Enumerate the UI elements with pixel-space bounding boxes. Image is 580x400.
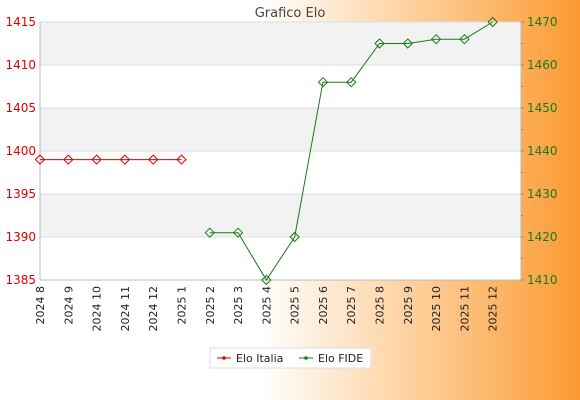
- legend-marker-elo-italia: [222, 356, 226, 360]
- series-elo-italia: [34, 154, 187, 165]
- x-tick-label: 2024 10: [91, 286, 104, 332]
- series-elo-fide: [204, 16, 498, 286]
- data-point-elo-fide: [289, 231, 300, 243]
- legend-label-elo-italia: Elo Italia: [236, 352, 283, 365]
- x-tick-label: 2024 12: [147, 286, 160, 332]
- data-point-elo-fide: [232, 227, 244, 238]
- x-tick-label: 2025 3: [232, 286, 245, 325]
- x-tick-label: 2025 2: [204, 286, 217, 325]
- data-point-elo-fide: [374, 38, 385, 49]
- legend-box: [209, 347, 372, 369]
- x-tick-label: 2025 10: [430, 286, 443, 332]
- y-tick-label-left: 1405: [5, 101, 36, 115]
- y-tick-label-right: 1440: [527, 144, 558, 158]
- y-tick-label-right: 1410: [527, 273, 558, 287]
- data-point-elo-italia: [119, 154, 131, 165]
- data-point-elo-fide: [402, 38, 414, 49]
- data-point-elo-fide: [459, 33, 470, 45]
- x-tick-label: 2025 7: [345, 286, 358, 325]
- data-point-elo-fide: [317, 76, 329, 88]
- x-tick-label: 2025 4: [260, 286, 273, 325]
- plot-band: [40, 22, 521, 65]
- data-point-elo-fide: [204, 227, 215, 238]
- y-tick-label-right: 1460: [527, 58, 558, 72]
- plot-band: [40, 194, 521, 237]
- data-point-elo-italia: [34, 154, 46, 165]
- series-line-elo-fide: [209, 21, 493, 281]
- x-tick-label: 2024 11: [119, 286, 132, 332]
- y-tick-label-right: 1430: [527, 187, 558, 201]
- y-tick-label-right: 1450: [527, 101, 558, 115]
- x-tick-label: 2025 12: [487, 286, 500, 332]
- x-tick-label: 2025 1: [175, 286, 188, 325]
- x-tick-label: 2024 9: [62, 286, 75, 325]
- y-tick-label-left: 1415: [5, 15, 36, 29]
- y-tick-label-left: 1390: [5, 230, 36, 244]
- legend: Elo Italia Elo FIDE: [209, 347, 372, 369]
- plot-band: [40, 108, 521, 151]
- y-tick-label-right: 1420: [527, 230, 558, 244]
- plot-bands: [40, 22, 521, 280]
- y-axis-right: 1410 1420 1430 1440 1450 1460 1470: [521, 15, 558, 287]
- y-tick-label-left: 1400: [5, 144, 36, 158]
- y-tick-label-left: 1410: [5, 58, 36, 72]
- data-point-elo-fide: [430, 33, 442, 45]
- data-point-elo-fide: [346, 76, 357, 88]
- y-tick-label-right: 1470: [527, 15, 558, 29]
- x-tick-label: 2025 11: [458, 286, 471, 332]
- legend-marker-elo-fide: [304, 356, 308, 360]
- legend-label-elo-fide: Elo FIDE: [318, 352, 363, 365]
- y-tick-label-left: 1385: [5, 273, 36, 287]
- x-tick-label: 2025 6: [317, 286, 330, 325]
- x-tick-label: 2025 5: [289, 286, 302, 325]
- data-point-elo-fide: [261, 274, 272, 286]
- x-tick-label: 2025 8: [374, 286, 387, 325]
- data-point-elo-italia: [91, 154, 102, 165]
- data-point-elo-italia: [63, 154, 74, 165]
- data-point-elo-italia: [147, 154, 159, 165]
- x-tick-label: 2025 9: [402, 286, 415, 325]
- chart-title: Grafico Elo: [255, 6, 326, 21]
- x-tick-label: 2024 8: [34, 286, 47, 325]
- data-point-elo-italia: [176, 154, 187, 165]
- y-tick-label-left: 1395: [5, 187, 36, 201]
- data-point-elo-fide: [487, 16, 498, 28]
- y-axis-left: 1385 1390 1395 1400 1405 1410 1415: [5, 15, 36, 287]
- plot-band: [40, 151, 521, 194]
- plot-band: [40, 65, 521, 108]
- series-layer: [34, 16, 498, 286]
